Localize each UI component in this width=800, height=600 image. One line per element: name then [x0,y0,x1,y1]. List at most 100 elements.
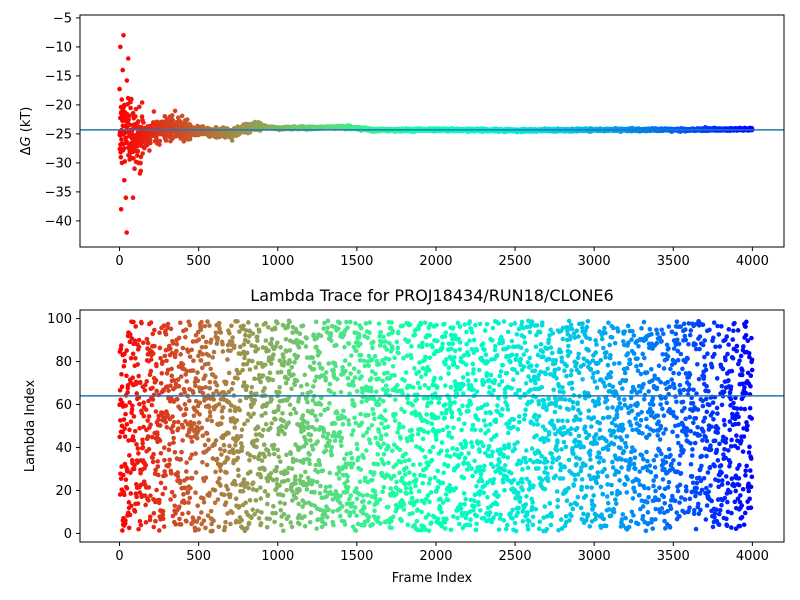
delta-g-point [126,117,131,122]
delta-g-point [136,160,141,166]
lambda-point [184,469,189,474]
delta-g-point [121,33,126,38]
lambda-point [187,495,193,501]
lambda-point [184,519,189,524]
lambda-point [157,497,162,503]
lambda-point [122,434,128,439]
lambda-point [227,408,233,413]
lambda-point [206,361,211,367]
lambda-point [122,426,127,431]
lambda-point [151,524,157,530]
lambda-point [180,425,186,430]
lambda-point [171,419,177,425]
lambda-point [174,396,180,402]
delta-g-point [127,143,133,148]
lambda-point [131,414,137,419]
lambda-point [237,398,243,404]
lambda-point [171,440,176,445]
lambda-point [247,497,253,503]
lambda-point [255,425,261,430]
delta-g-point [141,120,146,125]
lambda-point [143,462,149,468]
lambda-point [187,322,193,328]
lambda-point [229,323,234,329]
delta-g-point [229,138,235,143]
lambda-point [178,320,183,326]
lambda-point [149,402,155,408]
lambda-point [235,376,240,381]
lambda-point [128,491,134,496]
lambda-point [206,353,212,358]
lambda-point [216,524,222,530]
lambda-point [156,528,162,533]
delta-g-point [119,137,124,142]
lambda-point [207,379,213,385]
lambda-point [203,373,208,378]
y-tick-label: −5 [53,11,72,26]
lambda-point [194,435,200,441]
lambda-point [225,357,230,362]
lambda-point [223,519,228,525]
lambda-point [263,410,268,416]
lambda-point [206,446,212,452]
delta-g-point [126,113,132,119]
lambda-point [120,528,125,533]
lambda-point [165,321,171,327]
lambda-point [122,358,128,364]
lambda-point [213,438,219,443]
lambda-point [222,448,227,454]
lambda-point [228,521,233,527]
delta-g-point [123,195,129,200]
lambda-point [209,418,215,424]
lambda-point [167,441,172,447]
lambda-point [136,526,141,532]
lambda-point [132,428,138,434]
lambda-point [242,421,247,427]
lambda-point [230,380,236,386]
lambda-point [234,418,240,423]
lambda-point [160,491,166,497]
lambda-point [162,457,167,463]
lambda-point [137,379,143,385]
lambda-point [173,522,179,527]
lambda-point [170,414,175,419]
lambda-point [158,480,164,486]
x-tick-label: 0 [115,254,123,269]
lambda-point [244,384,250,389]
lambda-point [205,319,210,324]
lambda-point [172,503,178,509]
lambda-point [255,338,260,343]
lambda-point [211,397,216,402]
lambda-point [231,343,237,349]
delta-g-point [125,56,131,61]
delta-g-point [117,86,122,92]
y-tick-label: −10 [45,40,72,55]
lambda-point [140,445,146,450]
lambda-point [233,496,239,502]
lambda-point [228,348,233,354]
lambda-point [148,368,154,374]
lambda-point [245,418,250,423]
lambda-point [121,364,127,369]
lambda-point [254,437,260,443]
lambda-point [240,367,245,373]
lambda-point [186,510,191,516]
lambda-point [215,497,221,502]
lambda-point [127,512,133,518]
lambda-point [158,381,164,386]
delta-g-point [137,104,142,110]
lambda-point [131,438,137,443]
lambda-point [143,502,148,508]
lambda-point [187,354,193,359]
lambda-point [256,515,262,521]
lambda-point [193,470,199,475]
lambda-point [146,498,151,503]
lambda-point [135,501,141,506]
lambda-point [155,464,161,469]
delta-g-point [118,207,124,212]
delta-g-point [162,114,168,119]
lambda-point [150,385,155,391]
lambda-point [235,319,240,324]
lambda-point [252,397,258,403]
lambda-point [155,432,160,437]
